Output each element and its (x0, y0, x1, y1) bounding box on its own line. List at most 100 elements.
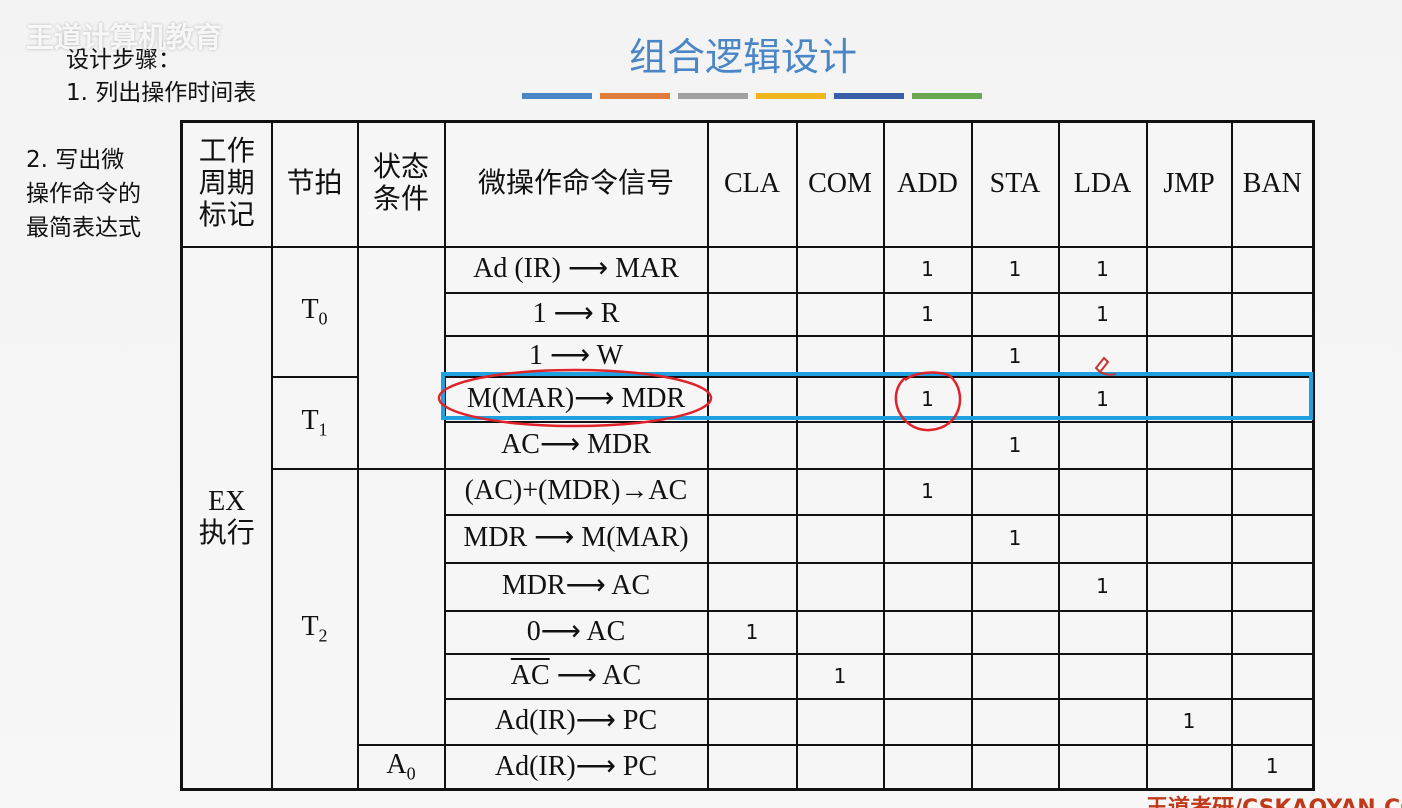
cell-line: 微操作命令信号 (477, 168, 674, 200)
header-cell: 状态 条件 (356, 120, 446, 248)
watermark: 王道计算机教育 (26, 21, 223, 54)
header-cell: 工作 周期 标记 (180, 120, 273, 248)
cell-line: 标记 (198, 200, 255, 232)
signal: Ad(IR)⟶ PC (494, 750, 658, 782)
subscript: 0 (318, 308, 328, 329)
signal-flag (1230, 467, 1315, 516)
cell-line: EX (208, 485, 246, 517)
step-line: 操作命令的 (26, 181, 141, 207)
signal-flag (706, 291, 798, 337)
signal-flag (970, 561, 1060, 612)
signal-flag (1230, 291, 1315, 337)
signal-flag (1230, 334, 1315, 378)
signal-flag (795, 697, 885, 746)
header-cell: CLA (706, 120, 798, 248)
beat-cell: T1 (270, 375, 359, 470)
signal-flag (882, 609, 973, 655)
header-cell: 微操作命令信号 (443, 120, 709, 248)
signal: M(MAR)⟶ MDR (466, 382, 686, 414)
signal-flag (706, 245, 798, 294)
header-cell: BAN (1230, 120, 1315, 248)
signal-flag (1145, 291, 1233, 337)
table-row: T1 M(MAR)⟶ MDR 1 1 (182, 375, 1315, 470)
table-row: 1 ⟶ R 1 1 (182, 291, 1315, 337)
signal-flag (1057, 697, 1148, 746)
table-row: A0 Ad(IR)⟶ PC 1 (182, 743, 1315, 791)
signal-cell: Ad(IR)⟶ PC (443, 743, 709, 791)
signal: 1 ⟶ R (532, 297, 620, 329)
table-row: AC ⟶ AC 1 (182, 652, 1315, 700)
signal: 0⟶ AC (526, 615, 626, 647)
signal: MDR⟶ AC (501, 570, 651, 602)
signal-flag (1230, 697, 1315, 746)
signal-cell: AC ⟶ AC (443, 652, 709, 700)
beat-cell: T0 (270, 245, 359, 378)
symbol: T (301, 611, 319, 643)
signal-flag (1145, 561, 1233, 612)
signal-flag (795, 561, 885, 612)
condition-cell (356, 245, 446, 470)
signal-flag (795, 513, 885, 564)
signal-flag (882, 513, 973, 564)
signal-flag (1230, 245, 1315, 294)
signal-flag (795, 291, 885, 337)
signal: Ad(IR)⟶ PC (494, 705, 658, 737)
signal-cell: MDR⟶ AC (443, 561, 709, 612)
signal-flag (1230, 375, 1315, 423)
signal-flag (1230, 561, 1315, 612)
table-row: MDR ⟶ M(MAR) 1 (182, 513, 1315, 564)
signal-flag (882, 697, 973, 746)
signal-flag (1145, 334, 1233, 378)
signal-flag: 1 (795, 652, 885, 700)
signal-flag (795, 245, 885, 294)
header-cell: JMP (1145, 120, 1233, 248)
cell-line: JMP (1163, 168, 1215, 200)
subscript: 0 (406, 763, 416, 784)
condition-cell (356, 467, 446, 746)
signal-flag: 1 (970, 513, 1060, 564)
signal-flag (1230, 420, 1315, 470)
signal-flag (706, 420, 798, 470)
signal-flag (706, 334, 798, 378)
header-cell: ADD (882, 120, 973, 248)
signal-flag (1145, 652, 1233, 700)
symbol: A (386, 749, 407, 781)
timing-table: 工作 周期 标记 节拍 状态 条件 微操作命令信号 CLA COM ADD STA LDA JMP BAN… (180, 120, 1315, 791)
signal-flag: 1 (882, 291, 973, 337)
signal-flag (970, 652, 1060, 700)
cell-line: COM (808, 168, 872, 200)
table-row: MDR⟶ AC 1 (182, 561, 1315, 612)
beat-cell: T2 (270, 467, 359, 791)
signal-flag (1230, 609, 1315, 655)
signal-flag (1145, 513, 1233, 564)
signal-flag (970, 697, 1060, 746)
signal-cell: M(MAR)⟶ MDR (443, 375, 709, 423)
cell-line: 条件 (372, 184, 429, 216)
cell-line: BAN (1242, 168, 1302, 200)
signal-flag (882, 420, 973, 470)
signal-flag (706, 652, 798, 700)
signal-flag: 1 (1230, 743, 1315, 791)
signal-flag (1057, 420, 1148, 470)
signal-flag (795, 467, 885, 516)
table-row: 0⟶ AC 1 (182, 609, 1315, 655)
signal-flag (795, 743, 885, 791)
signal-flag (1230, 513, 1315, 564)
table-row: T2 (AC)+(MDR)→AC 1 (182, 467, 1315, 791)
signal-flag (970, 467, 1060, 516)
header-cell: COM (795, 120, 885, 248)
table-row: Ad(IR)⟶ PC 1 (182, 697, 1315, 746)
signal: ⟶ AC (549, 659, 642, 691)
signal-flag (706, 743, 798, 791)
signal-flag (970, 375, 1060, 423)
color-bars (522, 93, 982, 99)
signal-flag (1230, 652, 1315, 700)
signal-flag (795, 375, 885, 423)
signal-flag (1057, 513, 1148, 564)
step-line: 2. 写出微 (26, 147, 125, 173)
cell-line: 周期 (198, 168, 255, 200)
signal-flag (706, 467, 798, 516)
signal-flag: 1 (706, 609, 798, 655)
